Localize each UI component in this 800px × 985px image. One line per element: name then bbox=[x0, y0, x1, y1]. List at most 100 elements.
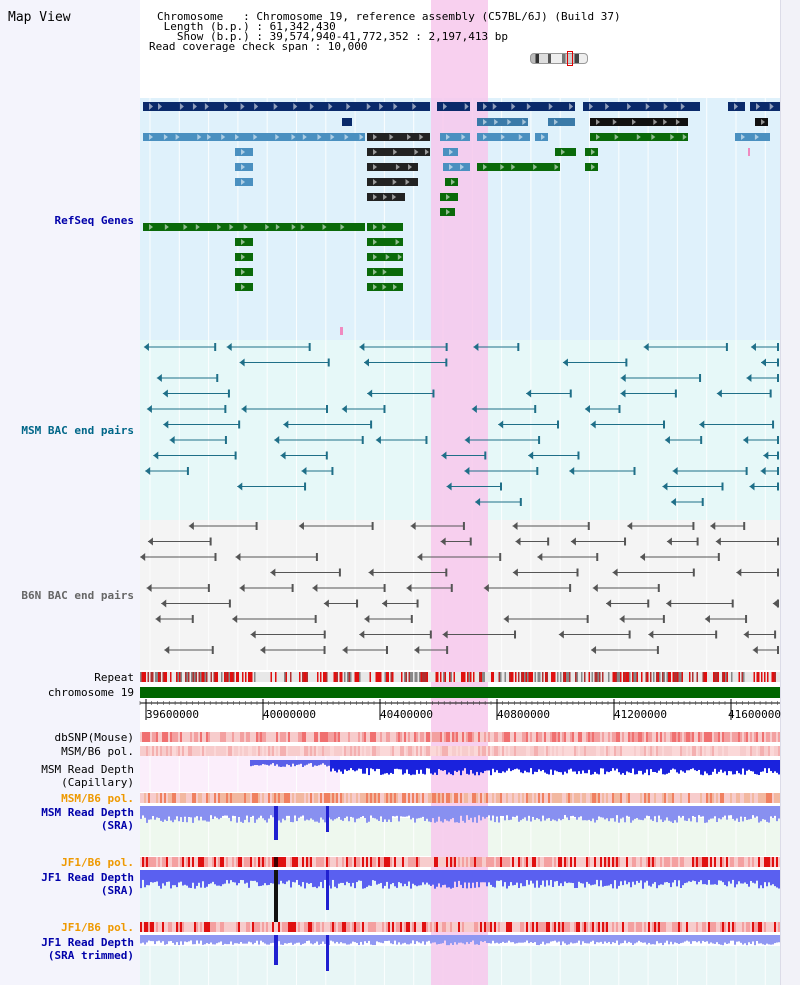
polymorphism-cell bbox=[632, 793, 634, 803]
polymorphism-cell bbox=[540, 746, 542, 756]
depth-bar bbox=[422, 806, 424, 817]
polymorphism-cell bbox=[606, 746, 608, 756]
polymorphism-cell bbox=[630, 732, 632, 742]
depth-bar bbox=[616, 935, 618, 941]
polymorphism-cell bbox=[530, 746, 532, 756]
depth-bar bbox=[736, 760, 738, 771]
polymorphism-cell bbox=[550, 793, 552, 803]
depth-bar bbox=[656, 760, 658, 773]
polymorphism-cell bbox=[666, 732, 668, 742]
polymorphism-cell bbox=[152, 857, 154, 867]
polymorphism-cell bbox=[562, 732, 564, 742]
polymorphism-cell bbox=[596, 857, 598, 867]
depth-bar bbox=[368, 935, 370, 941]
polymorphism-cell bbox=[664, 857, 666, 867]
polymorphism-cell bbox=[424, 922, 426, 932]
depth-bar bbox=[484, 935, 486, 942]
depth-bar bbox=[558, 870, 560, 886]
polymorphism-cell bbox=[566, 732, 568, 742]
depth-bar bbox=[462, 870, 464, 889]
gene-feature bbox=[477, 163, 560, 171]
bac-end-mark bbox=[429, 630, 432, 639]
depth-bar bbox=[394, 760, 396, 769]
polymorphism-cell bbox=[240, 793, 242, 803]
polymorphism-cell bbox=[524, 732, 526, 742]
depth-bar bbox=[252, 760, 254, 766]
bac-end-mark bbox=[592, 584, 598, 592]
polymorphism-cell bbox=[592, 922, 594, 932]
polymorphism-cell bbox=[160, 793, 162, 803]
gene-strand-mark bbox=[149, 224, 153, 230]
polymorphism-cell bbox=[582, 732, 584, 742]
depth-bar bbox=[354, 870, 356, 889]
polymorphism-cell bbox=[168, 922, 170, 932]
polymorphism-cell bbox=[428, 732, 430, 742]
depth-bar bbox=[388, 806, 390, 820]
depth-bar bbox=[472, 935, 474, 941]
depth-bar bbox=[452, 870, 454, 888]
polymorphism-cell bbox=[600, 793, 602, 803]
polymorphism-cell bbox=[252, 922, 254, 932]
polymorphism-cell bbox=[620, 922, 622, 932]
polymorphism-cell bbox=[188, 857, 190, 867]
polymorphism-cell bbox=[684, 746, 686, 756]
depth-bar bbox=[534, 935, 536, 943]
depth-bar bbox=[756, 870, 758, 881]
depth-bar bbox=[300, 870, 302, 887]
depth-bar bbox=[378, 760, 380, 769]
polymorphism-cell bbox=[722, 732, 724, 742]
bac-end-mark bbox=[514, 630, 517, 639]
gene-strand-mark bbox=[149, 134, 153, 140]
bac-end-mark bbox=[752, 646, 758, 654]
polymorphism-cell bbox=[490, 857, 492, 867]
depth-bar bbox=[182, 806, 184, 823]
polymorphism-cell bbox=[186, 922, 188, 932]
depth-bar bbox=[484, 806, 486, 819]
polymorphism-cell bbox=[434, 793, 436, 803]
bac-end-mark bbox=[475, 498, 481, 506]
polymorphism-cell bbox=[500, 857, 502, 867]
depth-bar bbox=[282, 806, 284, 819]
polymorphism-cell bbox=[516, 732, 518, 742]
polymorphism-cell bbox=[282, 746, 284, 756]
depth-bar bbox=[518, 806, 520, 822]
depth-bar bbox=[584, 935, 586, 944]
depth-bar bbox=[392, 806, 394, 817]
depth-bar bbox=[536, 806, 538, 819]
depth-bar bbox=[242, 806, 244, 823]
polymorphism-cell bbox=[516, 793, 518, 803]
depth-bar bbox=[694, 935, 696, 942]
depth-bar bbox=[366, 870, 368, 887]
polymorphism-cell bbox=[374, 732, 376, 742]
bac-end-mark bbox=[237, 482, 243, 491]
polymorphism-cell bbox=[428, 922, 430, 932]
chromosome-ideogram[interactable] bbox=[530, 53, 588, 64]
gene-strand-mark bbox=[241, 179, 245, 185]
polymorphism-cell bbox=[626, 746, 628, 756]
polymorphism-cell bbox=[710, 857, 712, 867]
depth-bar bbox=[376, 870, 378, 885]
depth-bar bbox=[400, 760, 402, 770]
depth-bar bbox=[144, 806, 146, 818]
polymorphism-cell bbox=[290, 746, 292, 756]
depth-bar bbox=[570, 806, 572, 817]
right-scrollbar[interactable] bbox=[780, 0, 800, 985]
repeat-element bbox=[141, 672, 143, 682]
polymorphism-cell bbox=[632, 922, 634, 932]
polymorphism-cell bbox=[362, 793, 364, 803]
depth-bar bbox=[434, 935, 436, 943]
polymorphism-cell bbox=[284, 922, 286, 932]
polymorphism-cell bbox=[444, 922, 446, 932]
polymorphism-cell bbox=[204, 732, 206, 742]
polymorphism-cell bbox=[516, 857, 518, 867]
polymorphism-cell bbox=[140, 922, 142, 932]
polymorphism-cell bbox=[608, 793, 610, 803]
polymorphism-cell bbox=[482, 732, 484, 742]
polymorphism-cell bbox=[468, 857, 470, 867]
gene-strand-mark bbox=[163, 134, 168, 140]
depth-bar bbox=[144, 935, 146, 945]
depth-bar bbox=[422, 870, 424, 883]
polymorphism-cell bbox=[430, 732, 432, 742]
depth-bar bbox=[598, 806, 600, 817]
